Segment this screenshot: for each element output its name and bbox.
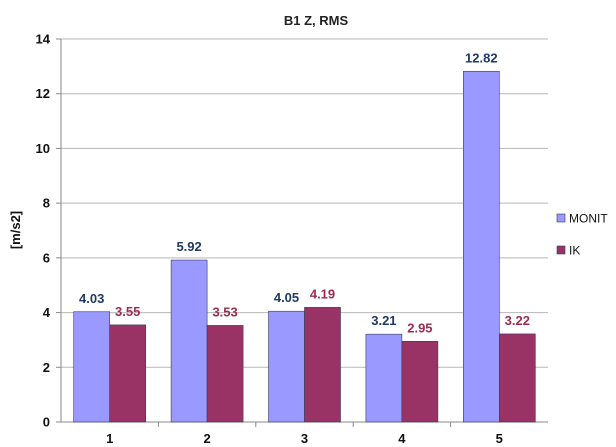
y-tick-label: 4 xyxy=(43,305,51,320)
data-label-ik-5: 3.22 xyxy=(505,313,530,328)
bar-monit-3 xyxy=(268,310,305,423)
data-label-monit-2: 5.92 xyxy=(176,239,201,254)
bar-monit-1 xyxy=(73,311,110,423)
gridlines xyxy=(61,38,548,368)
bars xyxy=(73,70,536,423)
bar-ik-4 xyxy=(401,340,439,423)
legend-label-monit: MONIT xyxy=(569,212,608,226)
x-tick-label: 1 xyxy=(106,431,113,446)
y-tick-label: 6 xyxy=(43,250,50,265)
data-label-monit-5: 12.82 xyxy=(465,50,498,65)
legend: MONIT IK xyxy=(556,212,608,258)
legend-swatch-ik xyxy=(556,245,566,255)
data-label-ik-2: 3.53 xyxy=(212,304,237,319)
data-label-monit-3: 4.05 xyxy=(274,290,299,305)
data-label-ik-1: 3.55 xyxy=(115,304,140,319)
data-label-ik-4: 2.95 xyxy=(407,320,432,335)
bar-ik-5 xyxy=(498,333,536,423)
data-label-ik-3: 4.19 xyxy=(310,286,335,301)
bar-monit-2 xyxy=(170,259,208,423)
x-tick-label: 2 xyxy=(203,431,210,446)
chart-title: B1 Z, RMS xyxy=(284,13,349,28)
y-tick-label: 2 xyxy=(43,360,50,375)
x-tick-label: 3 xyxy=(301,431,308,446)
y-tick-label: 14 xyxy=(36,32,51,47)
bar-monit-4 xyxy=(365,333,403,423)
x-tick-label: 4 xyxy=(398,431,406,446)
y-tick-label: 10 xyxy=(36,141,50,156)
bar-monit-5 xyxy=(462,70,500,423)
y-tick-label: 0 xyxy=(43,415,50,430)
data-label-monit-4: 3.21 xyxy=(371,313,396,328)
legend-label-ik: IK xyxy=(569,244,580,258)
bar-ik-1 xyxy=(109,324,146,423)
x-tick-label: 5 xyxy=(496,431,503,446)
data-labels: 4.03 3.55 5.92 3.53 4.05 4.19 3.21 2.95 12.82 3.2… xyxy=(79,50,530,335)
bar-ik-3 xyxy=(304,307,341,423)
bar-ik-2 xyxy=(206,325,244,423)
legend-swatch-monit xyxy=(556,213,566,223)
y-tick-label: 12 xyxy=(36,86,50,101)
y-tick-label: 8 xyxy=(43,196,50,211)
data-label-monit-1: 4.03 xyxy=(79,291,104,306)
y-axis-title: [m/s2] xyxy=(8,211,23,249)
